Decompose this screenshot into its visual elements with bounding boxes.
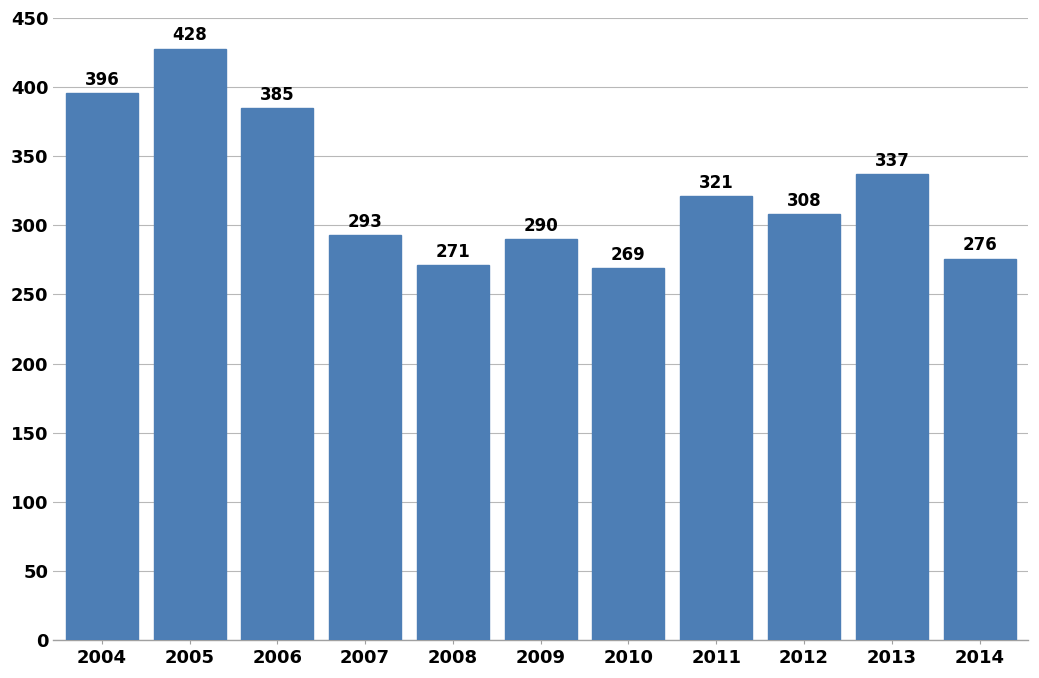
Text: 271: 271	[435, 243, 471, 261]
Text: 293: 293	[348, 213, 382, 231]
Bar	[681, 197, 752, 640]
Text: 269: 269	[611, 246, 646, 264]
Text: 337: 337	[875, 152, 909, 170]
Text: 321: 321	[699, 174, 734, 192]
Bar	[241, 108, 314, 640]
Bar	[329, 235, 401, 640]
Bar	[592, 268, 665, 640]
Bar	[943, 258, 1015, 640]
Text: 276: 276	[962, 237, 997, 254]
Text: 428: 428	[172, 26, 207, 44]
Text: 308: 308	[787, 192, 822, 210]
Bar	[417, 265, 489, 640]
Bar	[505, 239, 577, 640]
Bar	[154, 49, 225, 640]
Text: 290: 290	[524, 217, 558, 235]
Bar	[856, 174, 928, 640]
Text: 385: 385	[260, 86, 295, 104]
Bar	[768, 214, 840, 640]
Bar	[65, 93, 138, 640]
Text: 396: 396	[84, 71, 119, 89]
